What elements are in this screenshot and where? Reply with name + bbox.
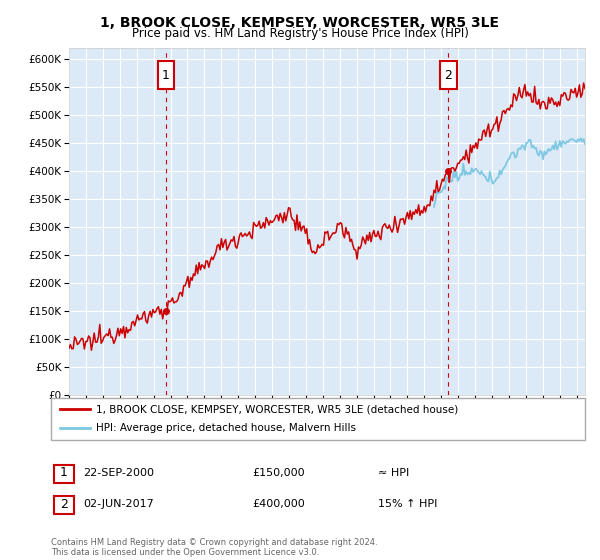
- Text: £150,000: £150,000: [252, 468, 305, 478]
- Text: 2: 2: [60, 497, 68, 511]
- Text: 02-JUN-2017: 02-JUN-2017: [83, 499, 154, 509]
- Text: ≈ HPI: ≈ HPI: [378, 468, 409, 478]
- FancyBboxPatch shape: [440, 62, 457, 89]
- Text: £400,000: £400,000: [252, 499, 305, 509]
- Text: HPI: Average price, detached house, Malvern Hills: HPI: Average price, detached house, Malv…: [96, 423, 356, 433]
- Text: 2: 2: [445, 69, 452, 82]
- Text: 22-SEP-2000: 22-SEP-2000: [83, 468, 154, 478]
- Text: 1, BROOK CLOSE, KEMPSEY, WORCESTER, WR5 3LE: 1, BROOK CLOSE, KEMPSEY, WORCESTER, WR5 …: [101, 16, 499, 30]
- Text: 15% ↑ HPI: 15% ↑ HPI: [378, 499, 437, 509]
- FancyBboxPatch shape: [158, 62, 174, 89]
- Text: Price paid vs. HM Land Registry's House Price Index (HPI): Price paid vs. HM Land Registry's House …: [131, 27, 469, 40]
- Text: Contains HM Land Registry data © Crown copyright and database right 2024.
This d: Contains HM Land Registry data © Crown c…: [51, 538, 377, 557]
- Text: 1: 1: [60, 466, 68, 479]
- Text: 1: 1: [162, 69, 170, 82]
- Text: 1, BROOK CLOSE, KEMPSEY, WORCESTER, WR5 3LE (detached house): 1, BROOK CLOSE, KEMPSEY, WORCESTER, WR5 …: [96, 404, 458, 414]
